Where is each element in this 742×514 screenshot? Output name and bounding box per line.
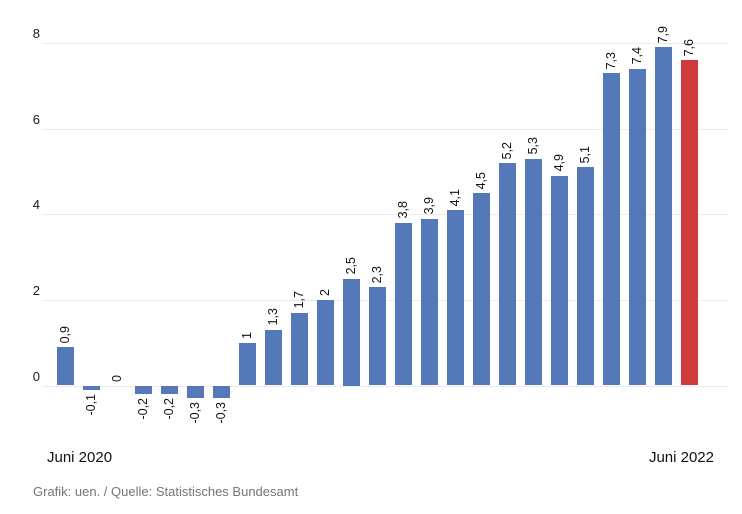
bar-slot: 7,6 [676,0,702,514]
bar-slot: 5,1 [572,0,598,514]
bar-value-label: 1,3 [266,308,280,326]
bar [602,73,620,386]
bar-value-label: 5,3 [526,137,540,155]
bar-value-label: 1 [240,331,254,339]
bar-slot: 1,7 [286,0,312,514]
bar [420,218,438,386]
bar [238,342,256,386]
bar [498,162,516,386]
bar-slot: 4,1 [442,0,468,514]
bar [576,167,594,386]
bar-slot: -0,2 [156,0,182,514]
bar-slot: -0,2 [130,0,156,514]
y-tick-label: 0 [32,368,40,384]
bar [342,278,360,386]
bar-value-label: 3,8 [396,201,410,219]
bar-value-label: 7,3 [604,51,618,70]
bar [264,329,282,386]
y-tick-label: 4 [32,197,40,213]
bar [290,312,308,386]
bar-value-label: 7,6 [682,38,696,57]
bar-value-label: 4,5 [474,171,488,189]
bar [654,47,672,386]
bar-slot: 7,4 [624,0,650,514]
bar-value-label: 7,9 [656,26,670,44]
bar-slot: -0,3 [182,0,208,514]
bar-value-label: 4,1 [448,188,462,207]
bar-value-label: -0,2 [162,398,176,420]
bar-slot: 4,9 [546,0,572,514]
y-tick-label: 2 [32,282,40,298]
bar-value-label: 2,3 [370,265,384,284]
bar-value-label: -0,1 [84,393,98,416]
bar [394,222,412,386]
bar [550,175,568,386]
gridline [42,43,728,45]
bar [472,192,490,386]
bar-slot: 0 [104,0,130,514]
bar-highlighted [680,60,698,386]
bar-value-label: 7,4 [630,47,644,65]
bar [368,287,386,386]
bar [446,210,464,386]
bar-slot: 4,5 [468,0,494,514]
bar [56,346,74,386]
gridline [42,385,728,387]
bar [524,158,542,386]
bar-value-label: -0,3 [214,402,228,424]
bar-value-label: 1,7 [292,291,306,309]
bar-value-label: 0 [110,374,124,382]
bar [186,385,204,399]
bar-slot: 5,2 [494,0,520,514]
bar-slot: 3,9 [416,0,442,514]
bar [212,385,230,399]
x-axis-label-end: Juni 2022 [648,449,714,466]
bar-slot: -0,1 [78,0,104,514]
bar-value-label: 2,5 [344,257,358,275]
bar [316,299,334,386]
bar-value-label: 5,1 [578,145,592,164]
x-axis-label-start: Juni 2020 [47,449,113,466]
bar-slot: 3,8 [390,0,416,514]
bar-value-label: 4,9 [552,154,566,172]
bar-slot: 0,9 [52,0,78,514]
bar-slot: 2,3 [364,0,390,514]
bar-value-label: 3,9 [422,197,436,215]
bar-slot: 2 [312,0,338,514]
bar-value-label: 5,2 [500,141,514,159]
bar-value-label: -0,3 [188,402,202,424]
gridline [42,128,728,130]
bar-slot: 1,3 [260,0,286,514]
y-tick-label: 6 [32,111,40,127]
bar-slot: 5,3 [520,0,546,514]
y-tick-label: 8 [32,26,40,42]
bar-slot: 1 [234,0,260,514]
bar [628,68,646,386]
bar-value-label: 2 [318,288,332,296]
gridline [42,214,728,216]
bar [160,385,178,395]
bar-value-label: -0,2 [136,398,150,420]
bar-value-label: 0,9 [58,325,72,343]
bar [82,385,100,390]
chart-source-credit: Grafik: uen. / Quelle: Statistisches Bun… [33,484,299,499]
bar-slot: 2,5 [338,0,364,514]
bar-slot: 7,9 [650,0,676,514]
bar-slot: 7,3 [598,0,624,514]
bar-slot: -0,3 [208,0,234,514]
bar [134,385,152,395]
